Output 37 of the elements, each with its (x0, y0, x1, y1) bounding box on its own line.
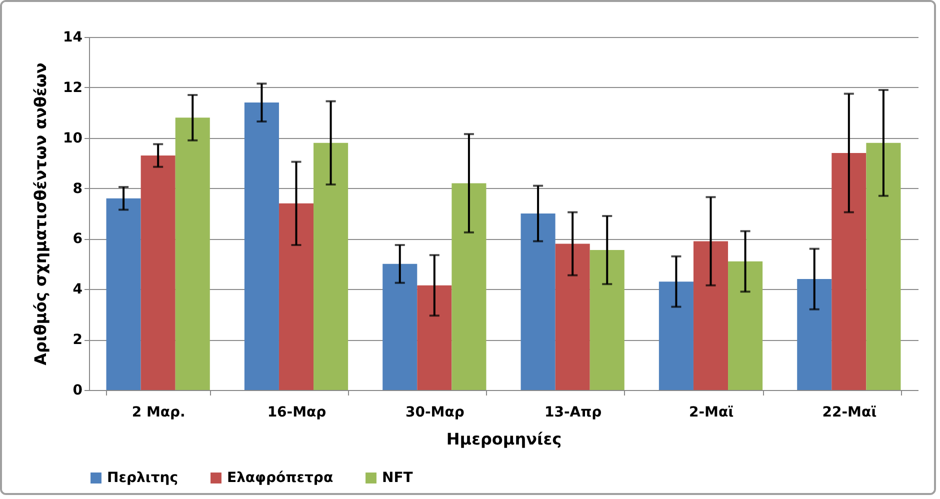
bar (452, 183, 486, 390)
bar (175, 118, 210, 390)
x-tick-label: 30-Μαρ (405, 404, 464, 420)
bar (658, 282, 694, 390)
y-axis-title: Αριθμός σχηματισθέντων ανθέων (31, 62, 50, 366)
x-tick-label: 2-Μαϊ (688, 404, 734, 420)
x-tick-label: 2 Μαρ. (132, 404, 186, 420)
x-tick-label: 16-Μαρ (267, 404, 326, 420)
y-tick-label: 8 (72, 180, 82, 197)
bar (520, 214, 556, 390)
bar (555, 244, 590, 390)
bar (106, 198, 141, 390)
bar (866, 142, 901, 390)
bar (797, 279, 832, 390)
bar (417, 285, 452, 390)
bar (382, 264, 418, 390)
x-tick-label: 13-Απρ (544, 404, 602, 420)
y-tick-label: 14 (63, 30, 83, 46)
y-tick-label: 4 (72, 282, 83, 298)
y-tick-label: 6 (72, 231, 82, 248)
legend-label: NFT (382, 470, 414, 486)
legend-label: Περλιτης (107, 470, 178, 486)
bar (140, 156, 176, 390)
bar (590, 250, 624, 390)
y-tick-label: 10 (63, 130, 83, 146)
bar (693, 241, 728, 390)
bar (278, 203, 314, 390)
y-tick-label: 12 (63, 80, 82, 96)
bar (832, 152, 866, 390)
bar (244, 102, 279, 390)
y-tick-label: 0 (72, 382, 83, 398)
bar (314, 142, 348, 390)
legend-label: Ελαφρόπετρα (227, 470, 334, 486)
y-tick-label: 2 (72, 332, 82, 348)
x-tick-label: 22-Μαϊ (822, 404, 877, 420)
x-axis-title: Ημερομηνίες (446, 430, 562, 448)
bar (728, 261, 763, 390)
